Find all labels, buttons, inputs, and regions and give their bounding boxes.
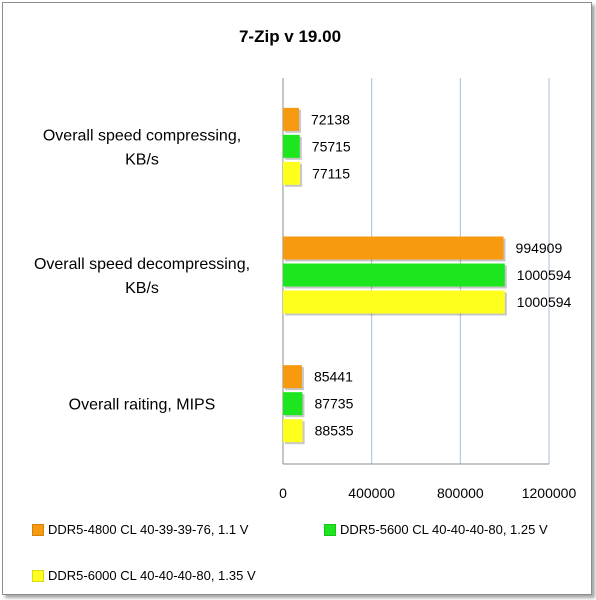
data-label-ddr5-4800-cat-0: 72138 (311, 111, 350, 127)
category-label-line: Overall raiting, MIPS (69, 397, 216, 414)
tick-labels: 0 400000 800000 1200000 (279, 485, 576, 501)
category-label-line: Overall speed compressing, (43, 127, 241, 144)
category-label-line: Overall speed decompressing, (34, 256, 250, 273)
data-label-ddr5-6000-cat-1: 1000594 (517, 294, 572, 310)
bar-ddr5-6000-cat-0 (283, 161, 301, 185)
x-tick-label-0: 0 (279, 485, 287, 501)
category-label-0: Overall speed compressing, KB/s (43, 127, 241, 168)
data-label-ddr5-6000-cat-2: 88535 (315, 423, 354, 439)
category-label-1: Overall speed decompressing, KB/s (34, 256, 250, 297)
bar-ddr5-4800-cat-1 (283, 236, 504, 260)
data-label-ddr5-6000-cat-0: 77115 (312, 165, 350, 181)
bar-ddr5-4800-cat-0 (283, 107, 299, 131)
bars (283, 107, 507, 445)
x-tick-label-400000: 400000 (348, 485, 395, 501)
category-label-line: KB/s (125, 280, 159, 297)
chart-title: 7-Zip v 19.00 (239, 27, 341, 46)
data-label-ddr5-4800-cat-2: 85441 (314, 369, 353, 385)
bar-ddr5-5600-cat-0 (283, 134, 300, 158)
x-tick-label-1200000: 1200000 (522, 485, 577, 501)
bar-ddr5-6000-cat-1 (283, 290, 505, 314)
bar-ddr5-5600-cat-1 (283, 263, 505, 287)
bar-ddr5-5600-cat-2 (283, 392, 303, 416)
data-label-ddr5-5600-cat-2: 87735 (314, 396, 353, 412)
data-labels: 72138 75715 77115 994909 1000594 1000594 85441… (311, 111, 572, 438)
x-tick-label-800000: 800000 (437, 485, 484, 501)
bar-ddr5-4800-cat-2 (283, 365, 302, 389)
data-label-ddr5-4800-cat-1: 994909 (516, 240, 563, 256)
data-label-ddr5-5600-cat-0: 75715 (312, 138, 351, 154)
data-label-ddr5-5600-cat-1: 1000594 (517, 267, 572, 283)
category-label-2: Overall raiting, MIPS (69, 397, 216, 414)
bar-ddr5-6000-cat-2 (283, 419, 303, 443)
category-label-line: KB/s (125, 151, 159, 168)
